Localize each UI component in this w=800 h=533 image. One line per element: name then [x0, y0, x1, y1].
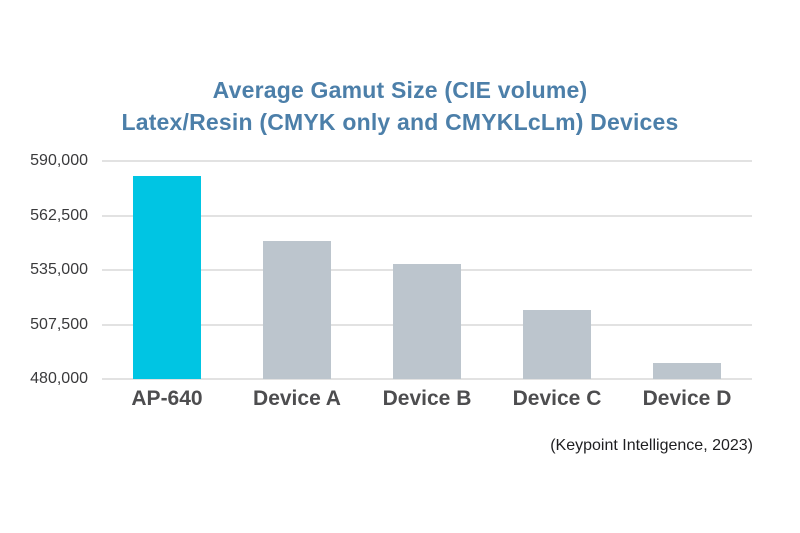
bar-device-b — [393, 264, 461, 379]
x-axis-tick-label: Device A — [253, 387, 341, 410]
y-axis-tick-label: 590,000 — [30, 152, 88, 169]
gridline — [102, 160, 752, 162]
chart-title-line1: Average Gamut Size (CIE volume) — [212, 77, 588, 103]
gridline — [102, 378, 752, 380]
y-axis-tick-label: 480,000 — [30, 370, 88, 387]
x-axis-tick-label: Device B — [382, 387, 472, 410]
chart-title: Average Gamut Size (CIE volume) Latex/Re… — [0, 74, 800, 138]
y-axis-tick-label: 562,500 — [30, 206, 88, 224]
chart-title-line2: Latex/Resin (CMYK only and CMYKLcLm) Dev… — [121, 109, 679, 135]
x-axis-tick-label: AP-640 — [131, 387, 203, 410]
x-axis-tick-label: Device D — [642, 387, 732, 410]
y-axis-tick-label: 535,000 — [30, 261, 88, 278]
bar-device-d — [653, 363, 721, 379]
bar-ap-640 — [133, 175, 201, 379]
y-axis-tick-label: 507,500 — [30, 315, 88, 333]
plot-area — [102, 160, 752, 380]
source-caption: (Keypoint Intelligence, 2023) — [550, 437, 753, 454]
bar-device-c — [523, 309, 591, 379]
x-axis-tick-label: Device C — [512, 387, 602, 410]
bar-device-a — [263, 241, 331, 379]
gridline — [102, 214, 752, 217]
